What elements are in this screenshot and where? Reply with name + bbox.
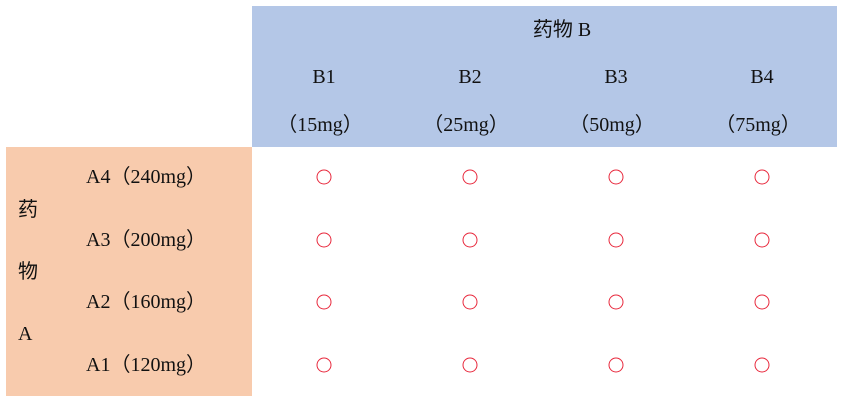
column-dose: （75mg） bbox=[715, 114, 801, 136]
row-group-char: A bbox=[18, 323, 33, 345]
circle-marker: ○ bbox=[462, 294, 478, 310]
circle-marker: ○ bbox=[608, 232, 624, 248]
circle-marker: ○ bbox=[316, 232, 332, 248]
circle-marker: ○ bbox=[608, 357, 624, 373]
circle-marker: ○ bbox=[608, 169, 624, 185]
circle-marker: ○ bbox=[316, 294, 332, 310]
row-label: A1（120mg） bbox=[86, 354, 206, 376]
circle-marker: ○ bbox=[608, 294, 624, 310]
row-label: A4（240mg） bbox=[86, 166, 206, 188]
circle-marker: ○ bbox=[462, 169, 478, 185]
column-dose: （15mg） bbox=[277, 114, 363, 136]
circle-marker: ○ bbox=[462, 357, 478, 373]
column-header-background bbox=[252, 6, 837, 147]
row-group-char: 物 bbox=[18, 261, 38, 283]
column-group-title: 药物 B bbox=[532, 19, 592, 41]
row-group-char: 药 bbox=[18, 199, 38, 221]
column-label: B1 bbox=[312, 66, 336, 88]
column-dose: （25mg） bbox=[423, 114, 509, 136]
circle-marker: ○ bbox=[754, 232, 770, 248]
row-label: A2（160mg） bbox=[86, 291, 206, 313]
circle-marker: ○ bbox=[316, 357, 332, 373]
circle-marker: ○ bbox=[754, 169, 770, 185]
circle-marker: ○ bbox=[316, 169, 332, 185]
column-dose: （50mg） bbox=[569, 114, 655, 136]
column-label: B3 bbox=[604, 66, 628, 88]
circle-marker: ○ bbox=[754, 294, 770, 310]
circle-marker: ○ bbox=[754, 357, 770, 373]
row-header-background bbox=[6, 147, 252, 396]
column-label: B4 bbox=[750, 66, 774, 88]
row-label: A3（200mg） bbox=[86, 229, 206, 251]
column-label: B2 bbox=[458, 66, 482, 88]
circle-marker: ○ bbox=[462, 232, 478, 248]
